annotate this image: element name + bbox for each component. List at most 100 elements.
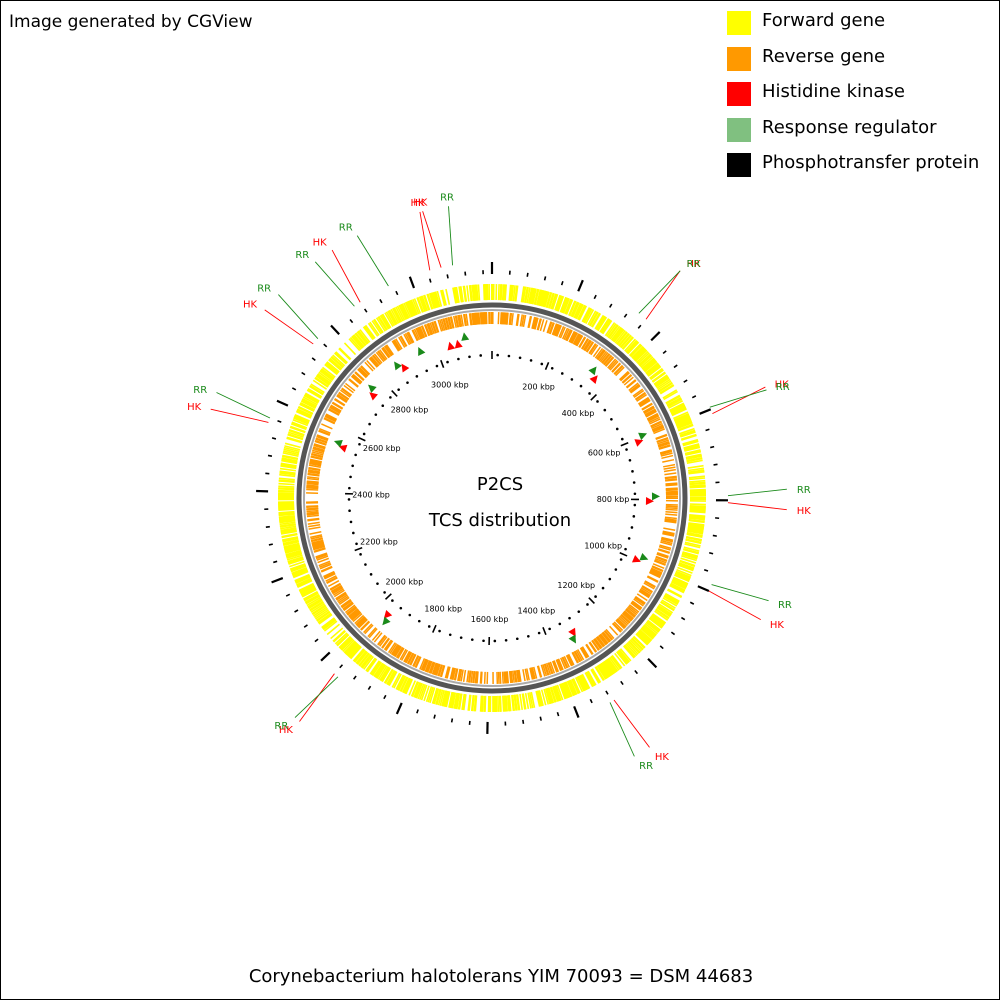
forward-gene-mark xyxy=(441,289,447,306)
reverse-gene-mark xyxy=(379,636,388,647)
forward-gene-mark xyxy=(671,580,687,589)
forward-gene-mark xyxy=(590,668,601,684)
forward-gene-mark xyxy=(283,543,300,549)
reverse-gene-mark xyxy=(503,312,507,325)
forward-gene-mark xyxy=(504,284,507,301)
forward-gene-mark xyxy=(685,539,702,545)
forward-gene-mark xyxy=(452,287,457,304)
reverse-gene-mark xyxy=(609,625,619,636)
forward-gene-mark xyxy=(682,548,699,555)
forward-gene-mark xyxy=(333,630,346,643)
forward-gene-mark xyxy=(587,310,597,326)
reverse-gene-mark xyxy=(321,423,333,430)
reverse-gene-mark xyxy=(638,589,650,598)
forward-gene-mark xyxy=(298,582,314,592)
forward-gene-mark xyxy=(473,695,477,712)
forward-gene-mark xyxy=(296,579,313,588)
reverse-gene-mark xyxy=(596,636,605,647)
forward-gene-mark xyxy=(515,694,520,711)
scale-minor-tick xyxy=(427,625,431,628)
reverse-gene-mark xyxy=(568,330,576,343)
forward-gene-mark xyxy=(399,304,408,320)
reverse-gene-mark xyxy=(631,601,642,610)
reverse-gene-mark xyxy=(348,378,359,388)
reverse-gene-mark xyxy=(566,329,573,342)
forward-gene-mark xyxy=(384,312,394,327)
forward-gene-mark xyxy=(655,608,670,619)
scale-minor-tick xyxy=(577,610,581,613)
forward-gene-mark xyxy=(610,326,622,341)
forward-gene-mark xyxy=(646,364,661,376)
reverse-gene-mark xyxy=(395,338,403,350)
forward-gene-mark xyxy=(278,503,295,506)
forward-gene-mark xyxy=(638,353,652,366)
response-regulator-marker xyxy=(588,366,597,376)
reverse-gene-mark xyxy=(449,667,454,680)
forward-gene-mark xyxy=(601,319,612,334)
forward-gene-mark xyxy=(676,421,693,429)
outer-tick xyxy=(349,319,354,324)
reverse-gene-mark xyxy=(321,566,333,573)
reverse-gene-mark xyxy=(381,637,390,649)
forward-gene-mark xyxy=(278,508,295,511)
reverse-gene-mark xyxy=(611,362,621,373)
reverse-gene-mark xyxy=(310,537,324,543)
outer-tick xyxy=(303,624,308,628)
forward-gene-mark xyxy=(568,679,577,696)
legend-label-forward-gene: Forward gene xyxy=(762,10,886,31)
scale-minor-tick xyxy=(381,404,385,408)
forward-gene-mark xyxy=(278,480,295,483)
reverse-gene-mark xyxy=(347,607,358,616)
reverse-gene-mark xyxy=(621,374,632,384)
forward-gene-mark xyxy=(689,510,706,514)
forward-gene-mark xyxy=(367,322,379,337)
reverse-gene-mark xyxy=(665,484,678,487)
forward-gene-mark xyxy=(296,409,312,418)
forward-gene-mark xyxy=(361,654,373,669)
reverse-gene-mark xyxy=(331,402,343,410)
forward-gene-mark xyxy=(676,420,692,428)
reverse-gene-mark xyxy=(573,333,581,345)
reverse-gene-mark xyxy=(432,662,438,675)
forward-gene-mark xyxy=(655,609,670,620)
forward-gene-mark xyxy=(574,677,584,693)
legend-label-reverse-gene: Reverse gene xyxy=(762,45,886,67)
reverse-gene-mark xyxy=(418,326,425,339)
forward-gene-mark xyxy=(689,485,706,488)
reverse-gene-mark xyxy=(316,434,329,440)
forward-gene-mark xyxy=(604,659,616,674)
forward-gene-mark xyxy=(280,525,297,530)
forward-gene-mark xyxy=(344,641,357,655)
forward-gene-mark xyxy=(433,688,440,705)
forward-gene-mark xyxy=(617,650,629,664)
reverse-gene-mark xyxy=(308,466,321,471)
feature-leader-line xyxy=(299,673,335,722)
forward-gene-mark xyxy=(458,286,463,303)
forward-gene-mark xyxy=(537,690,544,707)
reverse-gene-mark xyxy=(306,485,319,488)
outer-tick xyxy=(383,694,387,700)
forward-gene-mark xyxy=(625,340,638,354)
reverse-gene-mark xyxy=(658,444,671,450)
forward-gene-mark xyxy=(281,458,298,464)
forward-gene-mark xyxy=(644,360,658,373)
forward-gene-mark xyxy=(503,695,507,712)
forward-gene-mark xyxy=(387,670,397,686)
reverse-gene-mark xyxy=(430,662,436,674)
reverse-gene-mark xyxy=(631,600,643,609)
reverse-gene-mark xyxy=(310,537,323,542)
forward-gene-mark xyxy=(638,630,652,643)
reverse-gene-mark xyxy=(319,562,331,568)
reverse-gene-mark xyxy=(518,669,522,682)
reverse-gene-mark xyxy=(664,516,677,520)
forward-gene-mark xyxy=(656,606,672,617)
forward-gene-mark xyxy=(291,566,307,575)
forward-gene-mark xyxy=(326,623,341,636)
scale-minor-tick xyxy=(627,537,631,540)
forward-gene-mark xyxy=(561,297,570,314)
forward-gene-mark xyxy=(554,295,562,311)
reverse-gene-mark xyxy=(475,312,479,325)
scale-minor-tick xyxy=(515,637,519,641)
forward-gene-mark xyxy=(536,690,542,707)
